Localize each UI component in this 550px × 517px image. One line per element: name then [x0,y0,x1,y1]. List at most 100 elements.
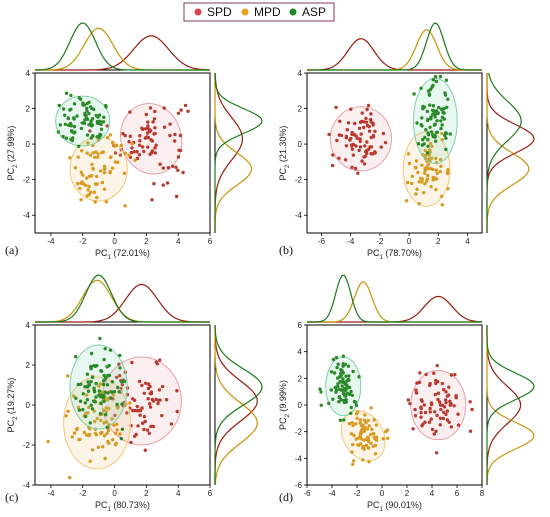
point-spd [414,388,418,392]
point-mpd [355,416,359,420]
panel-c: -4 -2 0 2 4 6 -4 -2 0 2 4 PC1 (80.73%) PC2 (19.27%) (… [5,274,263,513]
panel-d: -6 -4 -2 0 2 4 6 8 -6 -4 -2 0 2 4 6 PC1 (90.01%) PC2 (9.… [278,274,535,513]
point-asp [109,396,113,400]
point-mpd [123,151,128,156]
point-mpd [97,384,101,388]
point-asp [88,421,93,425]
point-asp [86,389,91,393]
point-spd [358,120,363,124]
point-spd [331,153,335,157]
point-mpd [111,438,115,442]
y-tick-label: 4 [298,348,303,357]
point-mpd [71,394,76,398]
point-asp [350,393,355,397]
panel-a: -4 -2 0 2 4 6 -4 -2 0 2 4 PC1 (72.01%) PC2 (27.99%) (… [5,22,263,261]
point-asp [347,374,351,378]
point-spd [441,416,445,421]
point-asp [443,93,448,97]
panels: -4 -2 0 2 4 6 -4 -2 0 2 4 PC1 (72.01%) PC2 (27.99%) (… [5,22,535,513]
point-asp [98,336,102,341]
point-spd [151,424,156,429]
point-spd [435,363,439,368]
x-tick-label: 0 [380,489,385,498]
point-spd [433,410,437,414]
point-mpd [104,200,109,204]
point-spd [411,427,415,431]
point-mpd [364,443,369,448]
point-spd [141,421,145,425]
point-asp [344,374,348,378]
top-density-mpd [307,29,482,71]
point-spd [415,381,419,385]
point-spd [115,375,119,379]
point-spd [165,181,170,185]
point-asp [439,119,443,123]
point-mpd [92,409,96,413]
point-mpd [88,153,93,157]
point-spd [153,151,157,155]
point-asp [344,382,348,387]
point-mpd [356,443,360,447]
point-mpd [351,462,355,466]
point-mpd [347,422,352,426]
x-tick-label: 2 [144,237,149,246]
point-spd [337,133,341,137]
point-asp [102,115,106,120]
point-spd [360,111,364,115]
point-spd [160,384,165,389]
point-asp [103,347,107,351]
point-mpd [414,165,418,170]
point-mpd [434,156,438,161]
point-spd [337,156,341,160]
point-spd [353,166,358,171]
point-spd [136,424,140,428]
point-asp [102,399,106,403]
point-mpd [93,155,97,159]
point-asp [416,142,421,146]
x-tick-label: -4 [328,489,336,498]
point-spd [356,171,360,175]
point-mpd [46,439,50,444]
point-asp [441,110,445,115]
point-asp [84,414,88,419]
point-mpd [86,141,90,145]
point-spd [365,140,369,144]
point-spd [441,387,446,392]
point-mpd [366,446,371,450]
point-spd [357,126,362,130]
legend-marker-spd [193,7,203,17]
point-asp [89,351,94,356]
point-mpd [73,166,78,170]
point-asp [341,364,345,368]
point-spd [105,124,109,128]
point-asp [428,125,432,129]
point-mpd [110,417,114,421]
point-spd [442,405,447,409]
point-spd [355,136,359,140]
point-asp [103,390,107,394]
point-spd [156,398,161,402]
point-mpd [105,431,109,436]
point-asp [77,144,81,148]
point-asp [338,380,342,384]
point-spd [352,133,356,137]
point-mpd [108,169,112,174]
point-spd [453,372,457,377]
point-spd [150,198,154,202]
point-mpd [372,432,376,436]
point-spd [419,415,423,419]
point-asp [89,380,93,384]
point-asp [97,389,102,393]
point-mpd [95,174,99,179]
point-spd [351,153,355,157]
point-mpd [417,180,421,184]
point-spd [156,401,160,406]
point-spd [127,140,131,144]
point-spd [130,146,134,150]
point-spd [174,165,178,169]
x-tick-label: 4 [465,237,470,246]
point-asp [431,104,436,108]
point-mpd [130,142,134,146]
point-spd [350,147,355,151]
point-mpd [359,437,363,441]
